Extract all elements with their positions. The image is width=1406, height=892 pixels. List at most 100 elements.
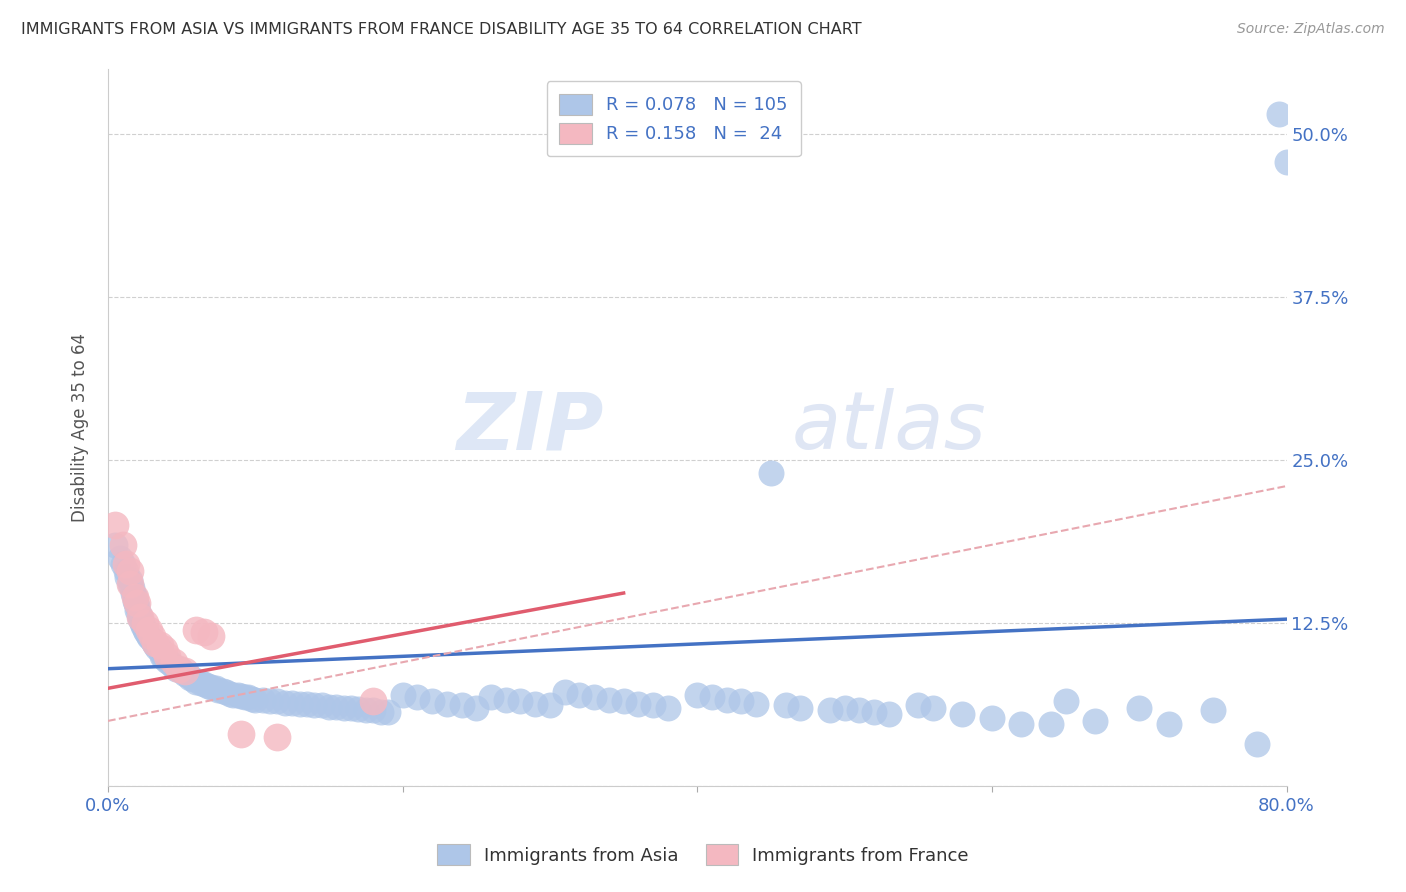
Point xyxy=(340,701,363,715)
Legend: R = 0.078   N = 105, R = 0.158   N =  24: R = 0.078 N = 105, R = 0.158 N = 24 xyxy=(547,81,800,156)
Point xyxy=(281,696,304,710)
Point xyxy=(952,707,974,722)
Point xyxy=(1246,738,1268,752)
Point xyxy=(222,688,245,702)
Point xyxy=(236,690,259,705)
Point xyxy=(266,730,288,744)
Point xyxy=(120,573,142,587)
Point xyxy=(240,691,263,706)
Point xyxy=(114,558,136,572)
Point xyxy=(186,674,208,689)
Text: IMMIGRANTS FROM ASIA VS IMMIGRANTS FROM FRANCE DISABILITY AGE 35 TO 64 CORRELATI: IMMIGRANTS FROM ASIA VS IMMIGRANTS FROM … xyxy=(21,22,862,37)
Point xyxy=(1128,701,1150,715)
Point xyxy=(332,701,354,715)
Point xyxy=(173,665,195,679)
Point xyxy=(245,693,267,707)
Point xyxy=(170,665,193,679)
Point xyxy=(583,690,606,705)
Point xyxy=(124,590,146,604)
Point xyxy=(143,635,166,649)
Point xyxy=(1268,107,1291,121)
Point xyxy=(259,694,281,708)
Point xyxy=(436,697,458,711)
Point xyxy=(834,701,856,715)
Point xyxy=(922,701,945,715)
Text: atlas: atlas xyxy=(792,388,987,467)
Point xyxy=(347,702,370,716)
Point xyxy=(124,594,146,608)
Point xyxy=(745,697,768,711)
Point xyxy=(524,697,547,711)
Point xyxy=(613,694,636,708)
Point xyxy=(131,615,153,630)
Point xyxy=(643,698,665,713)
Point xyxy=(115,570,138,584)
Point xyxy=(325,699,347,714)
Point xyxy=(311,698,333,713)
Point xyxy=(132,618,155,632)
Point xyxy=(700,690,723,705)
Point xyxy=(167,662,190,676)
Point xyxy=(295,697,318,711)
Point xyxy=(138,623,160,637)
Point xyxy=(179,671,201,685)
Text: ZIP: ZIP xyxy=(456,388,603,467)
Point xyxy=(1275,155,1298,169)
Point xyxy=(509,694,531,708)
Point xyxy=(204,681,226,696)
Point xyxy=(252,693,274,707)
Point xyxy=(122,586,145,600)
Point xyxy=(465,701,488,715)
Point xyxy=(124,590,146,604)
Point xyxy=(135,625,157,640)
Point xyxy=(129,609,152,624)
Point xyxy=(120,577,142,591)
Point xyxy=(183,672,205,686)
Point xyxy=(193,625,215,640)
Point xyxy=(207,682,229,697)
Point xyxy=(153,651,176,665)
Point xyxy=(863,705,886,719)
Point xyxy=(143,638,166,652)
Point xyxy=(775,698,797,713)
Point xyxy=(152,648,174,663)
Point xyxy=(104,518,127,533)
Point xyxy=(450,698,472,713)
Point xyxy=(186,623,208,637)
Point xyxy=(108,550,131,565)
Point xyxy=(907,698,929,713)
Point xyxy=(318,699,340,714)
Point xyxy=(120,577,142,591)
Point xyxy=(129,609,152,624)
Point xyxy=(134,615,156,630)
Point xyxy=(391,688,413,702)
Point xyxy=(229,689,252,703)
Point xyxy=(111,538,134,552)
Point xyxy=(219,686,242,700)
Point xyxy=(142,635,165,649)
Point xyxy=(233,690,256,705)
Point xyxy=(686,688,709,702)
Point xyxy=(420,694,443,708)
Point xyxy=(190,676,212,690)
Point xyxy=(200,629,222,643)
Point xyxy=(598,693,620,707)
Point xyxy=(156,654,179,668)
Point xyxy=(981,711,1004,725)
Point xyxy=(304,698,326,713)
Point xyxy=(127,599,149,613)
Point xyxy=(759,466,782,480)
Point xyxy=(1084,714,1107,728)
Point xyxy=(288,697,311,711)
Point xyxy=(877,707,900,722)
Point xyxy=(361,703,384,717)
Text: Source: ZipAtlas.com: Source: ZipAtlas.com xyxy=(1237,22,1385,37)
Point xyxy=(120,564,142,578)
Point xyxy=(134,623,156,637)
Point xyxy=(657,701,679,715)
Point xyxy=(554,685,576,699)
Point xyxy=(104,538,127,552)
Point xyxy=(229,727,252,741)
Point xyxy=(156,648,179,663)
Point xyxy=(495,693,517,707)
